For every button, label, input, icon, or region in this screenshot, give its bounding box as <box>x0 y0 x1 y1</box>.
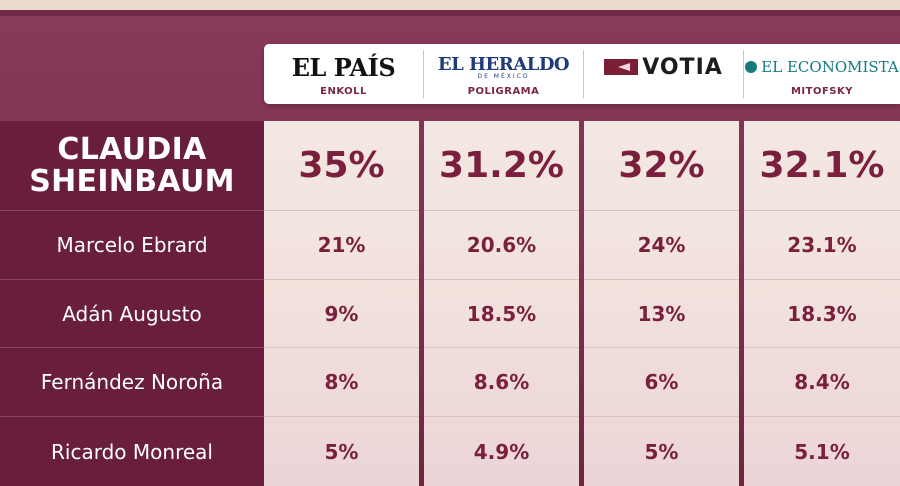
candidate-names-panel <box>0 121 264 486</box>
row-divider <box>0 416 264 417</box>
cell-divider <box>584 416 739 417</box>
cell-divider <box>584 210 739 211</box>
candidate-name-text: Adán Augusto <box>62 302 202 326</box>
cell-divider <box>744 210 900 211</box>
votia-logo: VOTIA <box>584 52 743 82</box>
pollster-name: ENKOLL <box>320 86 367 97</box>
el-economista-circle-icon <box>745 61 758 73</box>
top-banner-strip <box>0 0 900 16</box>
value-cell: 8.6% <box>473 370 530 394</box>
header-divider <box>743 50 744 98</box>
cell-divider <box>744 347 900 348</box>
value-cell: 21% <box>317 233 366 257</box>
candidate-name-text: Ricardo Monreal <box>51 439 213 464</box>
cell-divider <box>584 347 739 348</box>
el-heraldo-logo-subtext: DE MÉXICO <box>477 73 530 80</box>
candidate-name-leader: CLAUDIA SHEINBAUM <box>0 121 264 210</box>
cell-divider <box>264 347 419 348</box>
row-divider <box>0 347 264 348</box>
candidate-name: Marcelo Ebrard <box>0 211 264 279</box>
pollster-header-poligrama: EL HERALDO DE MÉXICO POLIGRAMA <box>424 44 583 104</box>
el-economista-logo-text: EL ECONOMISTA <box>761 58 899 76</box>
value-cell: 23.1% <box>787 233 857 257</box>
cell-divider <box>424 279 579 280</box>
leader-value-cell: 35% <box>298 145 385 186</box>
column-enkoll <box>264 121 419 486</box>
el-pais-logo-text: EL PAÍS <box>291 52 396 82</box>
votia-mark-icon <box>604 59 639 75</box>
candidate-name: Fernández Noroña <box>0 348 264 416</box>
cell-divider <box>744 279 900 280</box>
leader-value-cell: 32.1% <box>759 145 885 186</box>
cell-divider <box>264 416 419 417</box>
votia-logo-text: VOTIA <box>642 54 723 80</box>
value-cell: 18.5% <box>466 302 537 326</box>
candidate-name-text: Fernández Noroña <box>40 370 224 394</box>
cell-divider <box>264 279 419 280</box>
pollster-header-enkoll: EL PAÍS ENKOLL <box>264 44 423 104</box>
el-pais-logo: EL PAÍS <box>264 52 423 82</box>
leader-value-cell: 32% <box>618 145 705 186</box>
column-mitofsky <box>744 121 900 486</box>
cell-divider <box>424 210 579 211</box>
cell-divider <box>584 279 739 280</box>
pollster-name: MITOFSKY <box>790 86 854 97</box>
candidate-name-leader-text: CLAUDIA SHEINBAUM <box>29 131 235 199</box>
el-heraldo-logo: EL HERALDO DE MÉXICO <box>424 52 583 82</box>
cell-divider <box>424 416 579 417</box>
row-divider <box>0 279 264 280</box>
row-divider <box>0 210 264 211</box>
pollster-header-votia: VOTIA <box>584 44 743 104</box>
column-votia <box>584 121 739 486</box>
candidate-last-name: SHEINBAUM <box>29 163 235 199</box>
value-cell: 6% <box>644 370 679 394</box>
value-cell: 8.4% <box>794 370 850 394</box>
leader-value-cell: 31.2% <box>439 145 564 186</box>
value-cell: 9% <box>324 302 359 326</box>
value-cell: 24% <box>637 233 686 257</box>
value-cell: 4.9% <box>473 439 530 464</box>
cell-divider <box>744 416 900 417</box>
value-cell: 20.6% <box>466 233 537 257</box>
value-cell: 5.1% <box>794 439 850 464</box>
candidate-first-name: CLAUDIA <box>57 131 207 167</box>
value-cell: 5% <box>644 439 679 464</box>
value-cell: 5% <box>324 439 359 464</box>
candidate-name-text: Marcelo Ebrard <box>56 233 208 257</box>
pollster-header-mitofsky: EL ECONOMISTA MITOFSKY <box>744 44 900 104</box>
candidate-name: Ricardo Monreal <box>0 417 264 486</box>
pollster-name: POLIGRAMA <box>467 86 540 97</box>
cell-divider <box>264 210 419 211</box>
value-cell: 13% <box>637 302 686 326</box>
column-poligrama <box>424 121 579 486</box>
candidate-name: Adán Augusto <box>0 280 264 348</box>
header-divider <box>583 50 584 98</box>
value-cell: 18.3% <box>787 302 857 326</box>
el-heraldo-logo-text: EL HERALDO <box>437 54 570 75</box>
cell-divider <box>424 347 579 348</box>
el-economista-logo: EL ECONOMISTA <box>744 52 900 82</box>
header-divider <box>423 50 424 98</box>
pollster-header: EL PAÍS ENKOLL EL HERALDO DE MÉXICO POLI… <box>264 44 900 104</box>
value-cell: 8% <box>324 370 359 394</box>
